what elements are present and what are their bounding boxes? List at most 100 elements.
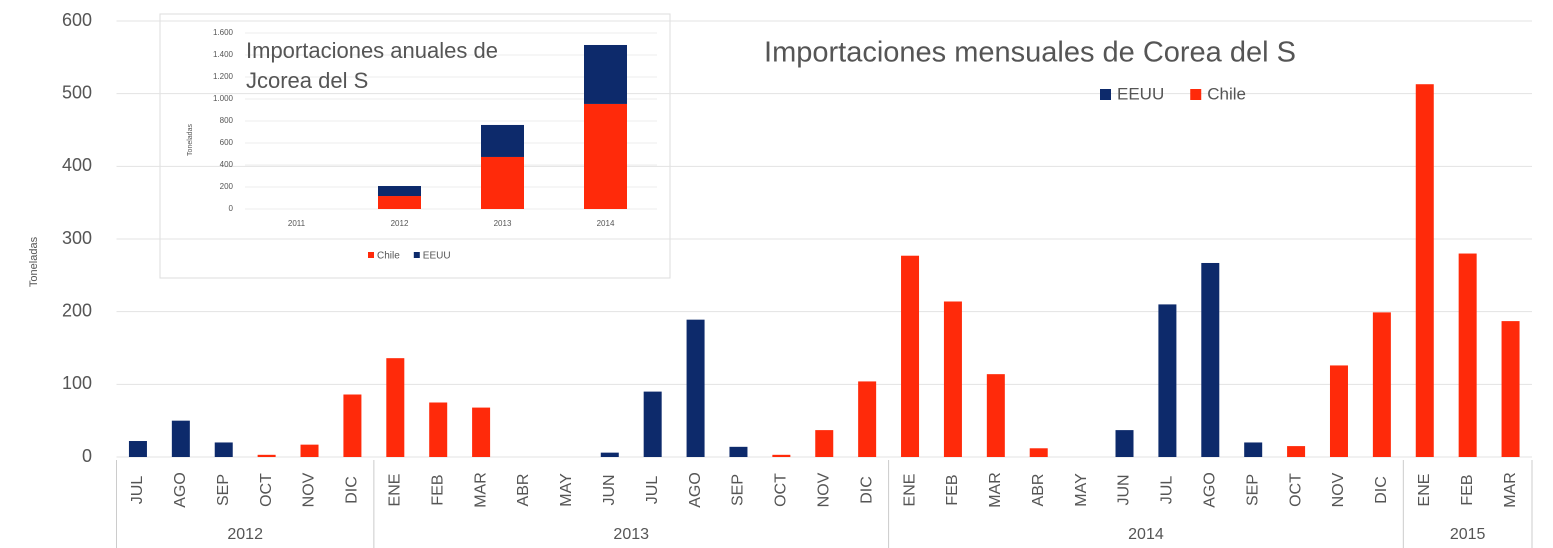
legend-label: Chile	[1207, 84, 1246, 103]
legend-label: EEUU	[1117, 84, 1164, 103]
x-tick-label: 2014	[597, 219, 615, 228]
bar	[214, 442, 233, 457]
x-tick-label: MAR	[1502, 472, 1519, 508]
x-tick-label: FEB	[1459, 474, 1476, 505]
x-tick-label: 2013	[494, 219, 512, 228]
bar	[1029, 448, 1048, 457]
bar	[257, 454, 276, 457]
bar	[643, 391, 662, 457]
bar	[1372, 312, 1391, 457]
bar-segment	[481, 124, 524, 157]
bar	[472, 407, 491, 457]
x-tick-label: MAR	[472, 472, 489, 508]
bar	[1201, 262, 1220, 457]
y-tick-label: 600	[62, 10, 92, 30]
bar	[1158, 304, 1177, 457]
legend-swatch	[1100, 89, 1111, 100]
bar	[386, 358, 405, 457]
bar-segment	[378, 186, 421, 197]
x-tick-label: DIC	[344, 476, 361, 504]
y-tick-label: 100	[62, 373, 92, 393]
group-label: 2012	[227, 526, 263, 543]
bar	[686, 319, 705, 457]
x-tick-label: DIC	[1373, 476, 1390, 504]
legend-label: Chile	[377, 251, 400, 262]
bar	[1287, 446, 1306, 457]
bar	[1244, 442, 1263, 457]
bar	[1458, 253, 1477, 457]
legend-swatch	[368, 252, 374, 258]
legend-swatch	[413, 252, 420, 258]
x-tick-label: MAY	[558, 473, 575, 507]
x-tick-label: JUL	[129, 476, 146, 505]
inset-title: Importaciones anuales de Jcorea del S	[246, 38, 498, 93]
x-tick-label: FEB	[429, 474, 446, 505]
bar	[943, 301, 962, 457]
bar-segment	[584, 103, 627, 209]
group-label: 2014	[1128, 526, 1164, 543]
legend-label: EEUU	[423, 251, 451, 262]
x-tick-label: ABR	[515, 474, 532, 507]
bar	[772, 454, 791, 457]
x-tick-label: ENE	[901, 474, 918, 507]
chart-title: Importaciones mensuales de Corea del S	[764, 37, 1296, 69]
bar	[815, 430, 834, 457]
bar	[729, 446, 748, 457]
y-tick-label: 0	[82, 446, 92, 466]
y-tick-label: 1.000	[213, 94, 234, 103]
x-tick-label: ENE	[387, 474, 404, 507]
group-label: 2015	[1450, 526, 1486, 543]
bar-segment	[481, 156, 524, 209]
y-tick-label: 400	[220, 160, 234, 169]
bar	[1415, 84, 1434, 457]
y-tick-label: 800	[220, 116, 234, 125]
inset-y-axis-label: Toneladas	[187, 124, 194, 156]
y-tick-label: 300	[62, 228, 92, 248]
x-tick-label: SEP	[1244, 474, 1261, 506]
y-tick-label: 500	[62, 82, 92, 102]
x-tick-label: OCT	[258, 473, 275, 507]
bar	[128, 441, 147, 457]
bar	[858, 381, 877, 457]
y-tick-label: 0	[229, 204, 234, 213]
x-tick-label: JUN	[601, 474, 618, 505]
y-tick-label: 200	[220, 182, 234, 191]
x-tick-label: ABR	[1030, 474, 1047, 507]
x-tick-label: NOV	[815, 472, 832, 507]
y-tick-label: 1.200	[213, 72, 234, 81]
x-tick-label: JUN	[1116, 474, 1133, 505]
x-tick-label: 2011	[288, 219, 306, 228]
group-label: 2013	[613, 526, 649, 543]
legend-swatch	[1190, 89, 1202, 100]
bar	[600, 452, 619, 457]
x-tick-label: NOV	[1330, 472, 1347, 507]
bar	[1501, 321, 1520, 457]
x-tick-label: AGO	[172, 472, 189, 508]
bar	[1115, 430, 1134, 457]
x-tick-label: ENE	[1416, 474, 1433, 507]
x-tick-label: MAR	[987, 472, 1004, 508]
x-tick-label: AGO	[1202, 472, 1219, 508]
x-tick-label: SEP	[215, 474, 232, 506]
bar	[343, 394, 362, 457]
bar	[171, 420, 190, 457]
y-axis-label: Toneladas	[28, 236, 40, 287]
bar-segment	[584, 44, 627, 104]
y-tick-label: 600	[220, 138, 234, 147]
x-tick-label: OCT	[773, 473, 790, 507]
bar-segment	[378, 196, 421, 209]
x-tick-label: JUL	[644, 476, 661, 505]
x-tick-label: AGO	[687, 472, 704, 508]
x-tick-label: OCT	[1287, 473, 1304, 507]
bar	[1329, 365, 1348, 457]
x-tick-label: NOV	[301, 472, 318, 507]
x-tick-label: FEB	[944, 474, 961, 505]
x-tick-label: 2012	[391, 219, 409, 228]
x-tick-label: JUL	[1159, 476, 1176, 505]
x-tick-label: DIC	[858, 476, 875, 504]
bar	[429, 402, 448, 457]
y-tick-label: 400	[62, 155, 92, 175]
bar	[986, 374, 1005, 457]
bar	[901, 255, 920, 457]
